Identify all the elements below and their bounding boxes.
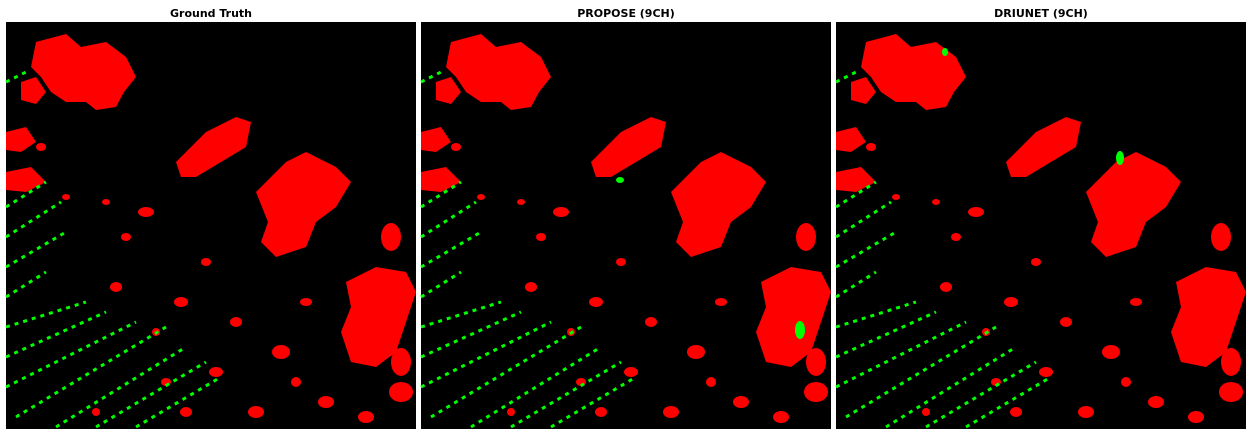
blob xyxy=(1116,151,1124,165)
panel: PROPOSE (9CH) xyxy=(421,7,831,429)
panel-title: Ground Truth xyxy=(170,7,252,20)
blob xyxy=(795,321,805,339)
panel-title: PROPOSE (9CH) xyxy=(577,7,675,20)
figure: Ground Truth PROPOSE (9CH) DRIUNET (9CH) xyxy=(0,0,1250,429)
blob xyxy=(616,177,624,183)
segmentation-map xyxy=(836,22,1246,429)
segmentation-map xyxy=(421,22,831,429)
segmentation-map xyxy=(6,22,416,429)
panel: DRIUNET (9CH) xyxy=(836,7,1246,429)
page: Ground Truth PROPOSE (9CH) DRIUNET (9CH)… xyxy=(0,0,1250,429)
blob xyxy=(942,48,948,56)
panel-title: DRIUNET (9CH) xyxy=(994,7,1088,20)
panel: Ground Truth xyxy=(6,7,416,429)
